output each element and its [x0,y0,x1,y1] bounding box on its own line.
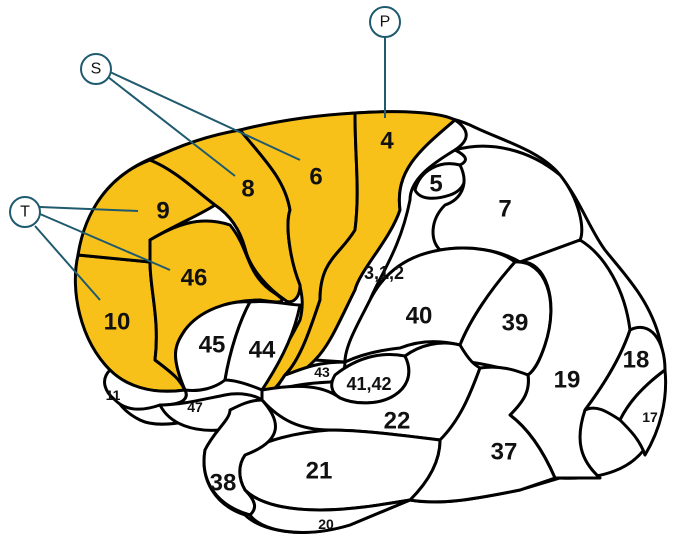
label-11: 11 [106,387,121,403]
label-39: 39 [502,310,529,337]
label-17: 17 [642,409,658,425]
label-312: 3,1,2 [364,263,404,283]
label-18: 18 [623,347,650,374]
label-47: 47 [187,399,203,415]
leader-t-46 [39,213,171,271]
label-38: 38 [210,470,237,497]
marker-t: T [9,196,41,228]
marker-s: S [80,53,112,85]
label-10: 10 [104,309,131,336]
leader-s-6 [109,71,301,161]
marker-p-circle [369,6,401,38]
label-4142: 41,42 [346,374,391,394]
label-4: 4 [380,128,394,155]
label-20: 20 [318,516,334,532]
label-37: 37 [491,439,518,466]
marker-s-circle [80,53,112,85]
label-8: 8 [241,176,254,203]
marker-p-label: P [380,14,391,31]
marker-s-label: S [91,61,102,78]
region-20 [243,488,412,534]
label-43: 43 [314,364,330,380]
label-22: 22 [384,408,411,435]
leader-lines [34,37,386,301]
marker-t-circle [9,196,41,228]
label-21: 21 [306,458,333,485]
label-7: 7 [498,196,511,223]
leader-t-9 [39,206,139,212]
label-44: 44 [249,337,276,364]
marker-t-label: T [20,204,30,221]
label-9: 9 [156,198,169,225]
label-40: 40 [406,303,433,330]
label-6: 6 [309,164,322,191]
leader-t-10 [34,225,101,301]
label-5: 5 [429,171,442,198]
region-17 [618,368,668,457]
label-46: 46 [181,265,208,292]
label-19: 19 [554,367,581,394]
label-45: 45 [199,332,226,359]
leader-s-8 [107,76,236,177]
marker-p: P [369,6,401,38]
